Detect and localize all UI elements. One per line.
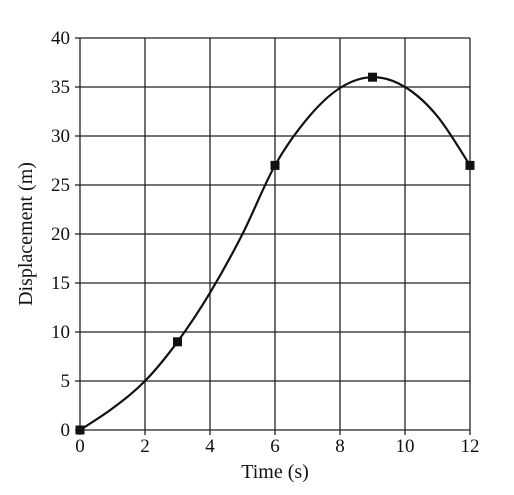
x-axis-label: Time (s)	[241, 461, 309, 483]
data-point-marker	[270, 160, 280, 170]
y-axis-label: Displacement (m)	[15, 162, 37, 306]
y-tick-label: 0	[61, 420, 71, 441]
data-point-marker	[75, 425, 85, 435]
y-tick-labels: 0 5 10 15 20 25 30 35 40	[51, 28, 70, 441]
y-tick-label: 10	[51, 322, 70, 343]
data-point-marker	[368, 72, 377, 82]
x-tick-label: 10	[396, 436, 415, 457]
y-tick-label: 30	[51, 126, 70, 147]
x-tick-label: 0	[75, 436, 85, 457]
x-tick-labels: 0 2 4 6 8 10 12	[75, 436, 479, 457]
data-point-marker	[173, 337, 182, 347]
y-tick-label: 25	[51, 175, 70, 196]
x-tick-label: 4	[205, 436, 215, 457]
x-tick-label: 8	[335, 436, 345, 457]
y-tick-label: 35	[51, 77, 70, 98]
y-tick-label: 5	[61, 371, 71, 392]
data-point-marker	[465, 160, 475, 170]
y-tick-label: 20	[51, 224, 70, 245]
x-tick-label: 12	[461, 436, 480, 457]
x-tick-label: 6	[270, 436, 280, 457]
x-tick-label: 2	[140, 436, 150, 457]
y-tick-label: 40	[51, 28, 70, 49]
data-markers	[75, 72, 475, 435]
y-tick-label: 15	[51, 273, 70, 294]
grid	[75, 37, 471, 435]
